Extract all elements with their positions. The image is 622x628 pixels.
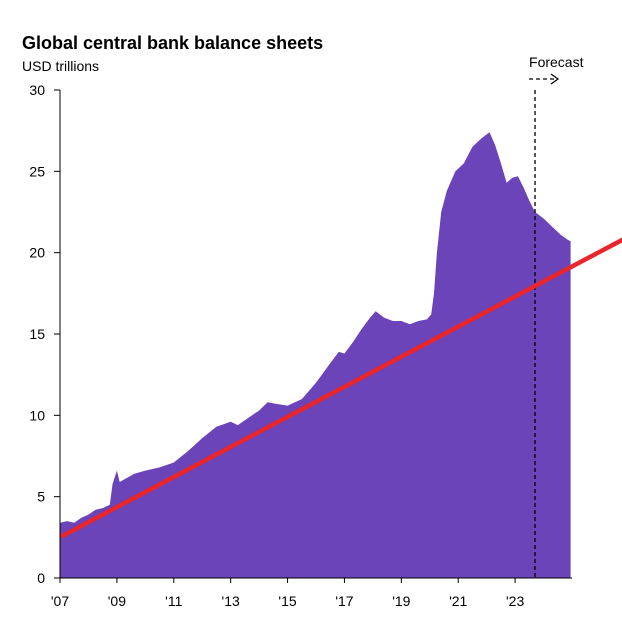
x-tick-label: '11 — [165, 593, 182, 609]
x-tick-label: '15 — [278, 593, 296, 609]
x-tick-label: '21 — [449, 593, 467, 609]
x-tick-label: '07 — [51, 593, 69, 609]
y-tick-label: 25 — [29, 163, 45, 179]
x-tick-label: '23 — [506, 593, 524, 609]
chart-title: Global central bank balance sheets — [22, 33, 324, 53]
forecast-arrow-head-icon — [550, 73, 560, 85]
y-tick-label: 15 — [29, 326, 45, 342]
y-tick-label: 10 — [29, 407, 45, 423]
forecast-layer: Forecast — [529, 54, 584, 578]
y-tick-label: 30 — [29, 82, 45, 98]
y-tick-label: 5 — [37, 489, 45, 505]
x-tick-label: '19 — [392, 593, 410, 609]
area-series-0 — [60, 132, 571, 579]
overlay-line — [60, 237, 622, 538]
axes-layer: 0 5 10 15 20 25 30 '07 '09 '11 '13 '15 '17 '19 '21 '23 — [29, 82, 572, 609]
forecast-label: Forecast — [529, 54, 584, 70]
x-tick-label: '13 — [222, 593, 240, 609]
y-tick-label: 0 — [37, 570, 45, 586]
x-tick-label: '17 — [335, 593, 353, 609]
trend-layer — [60, 237, 622, 538]
x-tick-label: '09 — [108, 593, 126, 609]
area-layer — [60, 132, 571, 579]
y-tick-label: 20 — [29, 245, 45, 261]
chart-subtitle: USD trillions — [22, 58, 100, 74]
